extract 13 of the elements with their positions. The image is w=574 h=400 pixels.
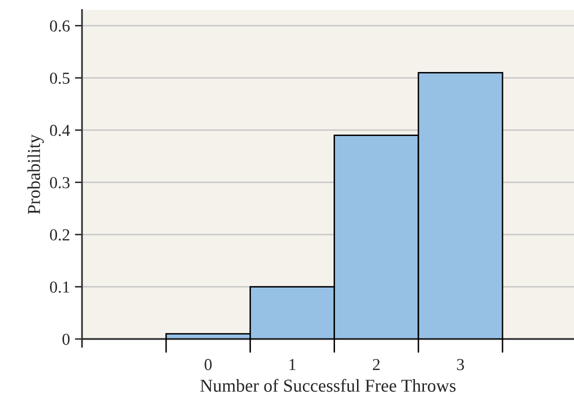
y-tick-label: 0	[62, 334, 70, 345]
y-tick-label: 0.1	[50, 281, 70, 293]
x-tick-label: 0	[204, 358, 212, 370]
y-axis-title: Probability	[27, 134, 44, 214]
y-tick-label: 0.2	[50, 229, 70, 241]
y-tick-label: 0.3	[50, 177, 70, 188]
y-tick-label: 0.4	[50, 124, 70, 136]
y-tick-label: 0.6	[50, 20, 70, 32]
x-tick-label: 1	[290, 359, 296, 370]
x-tick-label: 2	[372, 358, 380, 370]
x-axis-title: Number of Successful Free Throws	[200, 378, 456, 392]
x-tick-label: 3	[457, 358, 464, 370]
y-tick-label: 0.5	[50, 72, 70, 84]
